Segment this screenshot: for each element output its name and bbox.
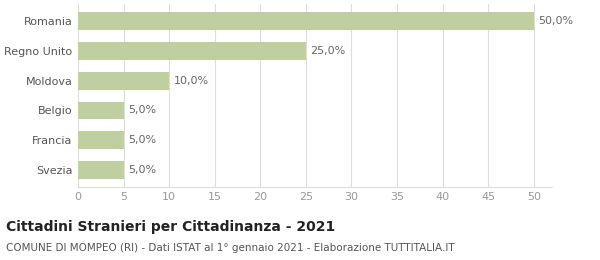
- Bar: [78, 131, 124, 149]
- Text: 25,0%: 25,0%: [310, 46, 346, 56]
- Text: 50,0%: 50,0%: [538, 16, 574, 26]
- Bar: [78, 72, 169, 90]
- Bar: [78, 42, 306, 60]
- Text: 10,0%: 10,0%: [174, 76, 209, 86]
- Text: Cittadini Stranieri per Cittadinanza - 2021: Cittadini Stranieri per Cittadinanza - 2…: [6, 220, 335, 234]
- Bar: [78, 161, 124, 179]
- Bar: [78, 101, 124, 119]
- Text: 5,0%: 5,0%: [128, 105, 156, 115]
- Text: 5,0%: 5,0%: [128, 165, 156, 175]
- Text: 5,0%: 5,0%: [128, 135, 156, 145]
- Text: COMUNE DI MOMPEO (RI) - Dati ISTAT al 1° gennaio 2021 - Elaborazione TUTTITALIA.: COMUNE DI MOMPEO (RI) - Dati ISTAT al 1°…: [6, 243, 455, 253]
- Bar: [78, 12, 534, 30]
